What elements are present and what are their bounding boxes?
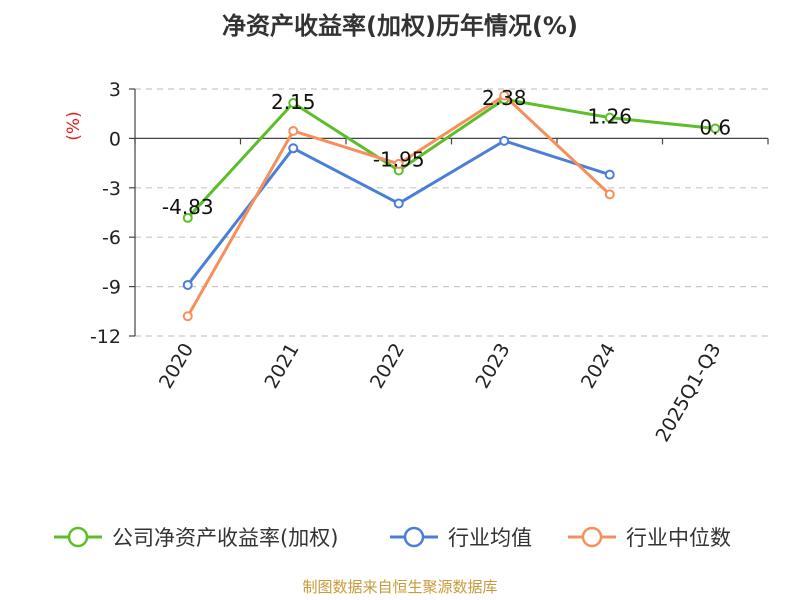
x-tick-label: 2023: [471, 340, 514, 393]
legend: 公司净资产收益率(加权) 行业均值 行业中位数: [54, 526, 731, 550]
axes: 3 0 -3 -6 -9 -12 2020 2021 2022 2023 2024 2025Q1-Q3: [90, 79, 769, 446]
data-point: [499, 135, 510, 146]
y-tick-label: -12: [90, 326, 121, 348]
chart-title: 净资产收益率(加权)历年情况(%): [222, 12, 578, 40]
data-label: 1.26: [587, 105, 632, 129]
y-tick-label: 0: [109, 128, 121, 150]
legend-marker: [403, 526, 425, 548]
legend-label: 行业中位数: [626, 526, 731, 550]
x-tick-label: 2021: [260, 340, 303, 393]
x-tick-label: 2024: [577, 340, 620, 393]
data-point: [393, 198, 404, 209]
grid-lines: [135, 88, 768, 337]
y-tick-label: -3: [102, 178, 121, 200]
data-label: 0.6: [699, 116, 731, 140]
y-tick-label: -6: [102, 227, 121, 249]
data-point: [182, 311, 193, 322]
legend-label: 公司净资产收益率(加权): [112, 526, 338, 550]
legend-marker: [67, 526, 89, 548]
data-point: [182, 212, 193, 223]
source-note: 制图数据来自恒生聚源数据库: [302, 578, 497, 596]
series-layer: [182, 90, 721, 322]
y-tick-label: 3: [109, 79, 121, 101]
x-tick-label: 2022: [366, 340, 409, 393]
y-tick-label: -9: [102, 277, 121, 299]
legend-marker: [581, 526, 603, 548]
data-point: [499, 90, 510, 101]
series-line: [186, 97, 716, 219]
data-point: [288, 97, 299, 108]
data-labels: -4.83 2.15 -1.95 2.38 1.26 0.6: [162, 86, 731, 219]
data-point: [182, 279, 193, 290]
data-label: -1.95: [373, 148, 425, 172]
data-point: [604, 112, 615, 123]
data-label: 2.15: [271, 90, 316, 114]
x-tick-label: 2020: [155, 340, 198, 393]
data-point: [288, 143, 299, 154]
legend-label: 行业均值: [448, 526, 532, 550]
data-point: [710, 123, 721, 134]
data-label: 2.38: [482, 86, 527, 110]
data-point: [288, 125, 299, 136]
data-point: [604, 189, 615, 200]
y-axis-unit: (%): [64, 111, 84, 140]
data-point: [393, 158, 404, 169]
data-point: [604, 169, 615, 180]
data-label: -4.83: [162, 195, 214, 219]
x-tick-label: 2025Q1-Q3: [652, 340, 726, 446]
